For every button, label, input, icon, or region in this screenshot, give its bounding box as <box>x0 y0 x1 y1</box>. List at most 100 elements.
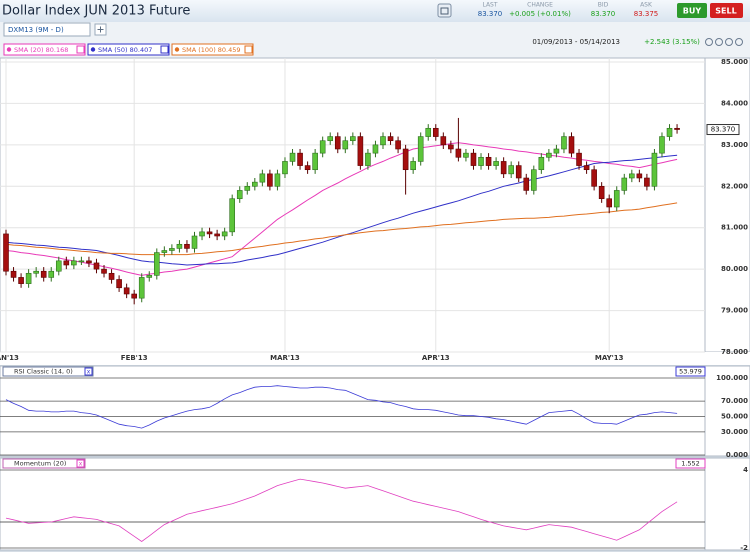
buy-button[interactable] <box>677 3 707 18</box>
candle-body <box>169 248 175 251</box>
candle-body <box>380 136 386 146</box>
momentum-value-tag <box>675 458 706 469</box>
legend-label: SMA (50) 80.407 <box>98 46 152 54</box>
candle-body <box>659 136 665 154</box>
candle-body <box>357 136 364 166</box>
x-tick-label: MAR'13 <box>270 354 300 362</box>
candle-body <box>591 169 597 187</box>
zoom-tools <box>705 38 743 46</box>
legend-label: SMA (20) 80.168 <box>14 46 68 54</box>
x-tick-label: JAN'13 <box>0 354 19 362</box>
candle-body <box>583 165 590 171</box>
date-axis <box>0 352 750 365</box>
legend-box <box>87 43 170 56</box>
symbol-tab[interactable] <box>3 22 91 37</box>
candle-body <box>259 173 266 183</box>
candle-body <box>3 233 9 272</box>
instrument-title: Dollar Index JUN 2013 Future <box>2 4 190 19</box>
legend-close[interactable] <box>160 45 169 54</box>
candle-body <box>372 144 379 154</box>
quote-label: LAST <box>482 2 497 9</box>
candle-body <box>78 260 85 263</box>
momentum-panel <box>0 457 706 551</box>
legend-icon <box>90 47 96 52</box>
legend-close[interactable] <box>244 45 253 54</box>
candle-body <box>274 173 281 187</box>
candle-body <box>18 277 24 284</box>
candle-body <box>289 152 296 162</box>
zoom-in[interactable] <box>705 38 713 46</box>
period-change: +2.543 (3.15%) <box>644 38 700 46</box>
candle-body <box>199 231 205 237</box>
zoom-fit[interactable] <box>735 38 743 46</box>
candle-body <box>493 161 499 166</box>
candle-body <box>154 252 160 276</box>
calendar-icon[interactable] <box>437 3 452 18</box>
candle-body <box>55 260 62 272</box>
symbol-tab-label: DXM13 (9M - D) <box>8 26 64 34</box>
candle-body <box>674 127 680 130</box>
rsi-close[interactable] <box>84 367 93 376</box>
x-tick-label: APR'13 <box>422 354 450 362</box>
candle-body <box>184 243 190 249</box>
indicator-line <box>5 142 678 276</box>
candle-body <box>561 136 567 150</box>
y-tick-label: 30.000 <box>721 428 748 436</box>
candle-body <box>282 161 288 175</box>
quote-label: ASK <box>640 2 653 9</box>
candle-body <box>131 293 137 299</box>
y-tick-label: 78.000 <box>721 348 748 356</box>
candle-body <box>138 277 145 299</box>
price-tag: 83.370 <box>711 126 736 134</box>
date-range: 01/09/2013 - 05/14/2013 <box>532 38 620 46</box>
rsi-axis <box>704 365 750 457</box>
rsi-title: RSI Classic (14, 0) <box>14 368 73 376</box>
price-tag-box <box>706 124 740 136</box>
sell-button[interactable] <box>710 3 743 18</box>
y-tick-label: 84.000 <box>721 99 748 107</box>
candle-body <box>229 198 235 233</box>
y-tick-label: 100.000 <box>716 374 748 382</box>
rsi-legend-box <box>2 366 94 377</box>
indicator-line <box>5 202 678 256</box>
candle-body <box>530 169 537 191</box>
candle-body <box>10 270 17 278</box>
candle-body <box>312 152 318 171</box>
candle-body <box>613 190 620 208</box>
legend-box <box>3 43 86 56</box>
candle-body <box>146 275 153 278</box>
calendar-glyph <box>440 7 449 15</box>
candle-body <box>417 136 424 162</box>
candle-body <box>297 152 303 166</box>
momentum-title: Momentum (20) <box>14 460 66 468</box>
y-tick-label: 83.000 <box>721 141 748 149</box>
candle-body <box>304 165 311 171</box>
zoom-reset[interactable] <box>725 38 733 46</box>
candle-body <box>410 161 416 171</box>
candle-body <box>221 231 228 237</box>
candle-body <box>523 177 530 191</box>
rsi-value-tag <box>675 366 706 377</box>
candle-body <box>252 181 258 187</box>
candle-body <box>644 177 650 187</box>
price-axis <box>704 57 750 353</box>
zoom-out[interactable] <box>715 38 723 46</box>
legend-label: SMA (100) 80.459 <box>182 46 241 54</box>
momentum-close[interactable] <box>76 459 85 468</box>
y-tick-label: 79.000 <box>721 307 748 315</box>
candle-body <box>86 260 92 264</box>
svg-text:x: x <box>87 368 91 375</box>
candle-body <box>402 148 409 171</box>
candle-body <box>515 165 522 179</box>
sell-button-label: SELL <box>715 7 736 16</box>
y-tick-label: 82.000 <box>721 182 748 190</box>
buy-button-label: BUY <box>683 7 702 16</box>
y-tick-label: 80.000 <box>721 265 748 273</box>
candle-body <box>621 177 628 191</box>
candle-body <box>350 136 356 142</box>
legend-close[interactable] <box>76 45 85 54</box>
add-tab-glyph <box>97 26 104 33</box>
candle-body <box>485 156 492 166</box>
candle-body <box>666 127 673 137</box>
